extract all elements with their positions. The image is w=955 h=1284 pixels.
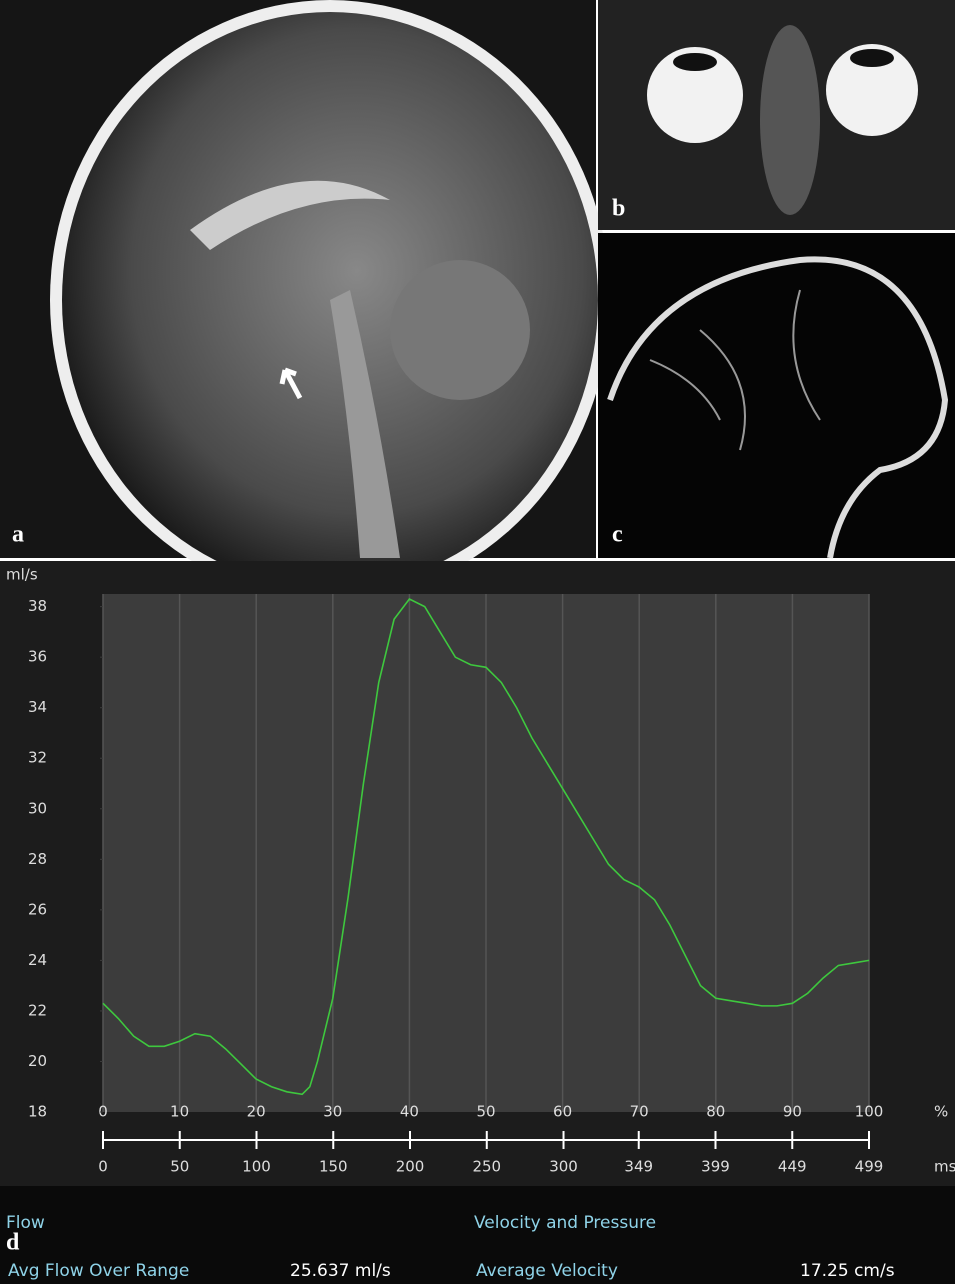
y-tick-label: 26 (28, 900, 47, 918)
figure: a b c ml/s % ms Flow d Avg Flow Over Ran… (0, 0, 955, 1284)
x-unit: % (934, 1103, 948, 1121)
x2-tick-label: 300 (549, 1158, 578, 1176)
y-tick-label: 32 (28, 749, 47, 767)
stat-heading: Velocity and Pressure (474, 1213, 656, 1233)
stat-label: Average Velocity (476, 1261, 618, 1281)
stat-label: Avg Flow Over Range (8, 1261, 189, 1281)
x-tick-label: 100 (855, 1103, 884, 1121)
x2-tick-label: 349 (624, 1158, 653, 1176)
lens (673, 53, 717, 71)
x2-tick-label: 200 (396, 1158, 425, 1176)
y-tick-label: 20 (28, 1052, 47, 1070)
x-tick-label: 30 (323, 1103, 342, 1121)
stat-value: 17.25 cm/s (800, 1261, 895, 1281)
x-tick-label: 90 (783, 1103, 802, 1121)
x2-tick-label: 250 (472, 1158, 501, 1176)
y-axis-label: ml/s (6, 566, 38, 584)
lens (850, 49, 894, 67)
y-tick-label: 36 (28, 648, 47, 666)
panel-label: d (6, 1230, 20, 1256)
x-tick-label: 70 (630, 1103, 649, 1121)
x-tick-label: 60 (553, 1103, 572, 1121)
y-tick-label: 18 (28, 1103, 47, 1121)
cerebellum (390, 260, 530, 400)
y-tick-label: 34 (28, 698, 47, 716)
nasal (760, 25, 820, 215)
x2-tick-label: 499 (855, 1158, 884, 1176)
y-tick-label: 38 (28, 597, 47, 615)
panel-label: a (12, 522, 24, 548)
x2-tick-label: 399 (701, 1158, 730, 1176)
x-tick-label: 20 (247, 1103, 266, 1121)
x2-unit: ms (934, 1158, 955, 1176)
y-tick-label: 28 (28, 850, 47, 868)
y-tick-label: 24 (28, 951, 47, 969)
x-tick-label: 80 (706, 1103, 725, 1121)
panel-c (598, 233, 955, 558)
x2-tick-label: 50 (170, 1158, 189, 1176)
x2-tick-label: 100 (242, 1158, 271, 1176)
x2-tick-label: 449 (778, 1158, 807, 1176)
y-tick-label: 22 (28, 1001, 47, 1019)
x-tick-label: 10 (170, 1103, 189, 1121)
x-tick-label: 50 (476, 1103, 495, 1121)
x-tick-label: 40 (400, 1103, 419, 1121)
panel-label: b (612, 196, 625, 222)
panel-label: c (612, 522, 623, 548)
x2-tick-label: 0 (98, 1158, 108, 1176)
x2-tick-label: 150 (319, 1158, 348, 1176)
y-tick-label: 30 (28, 799, 47, 817)
stat-value: 25.637 ml/s (290, 1261, 391, 1281)
